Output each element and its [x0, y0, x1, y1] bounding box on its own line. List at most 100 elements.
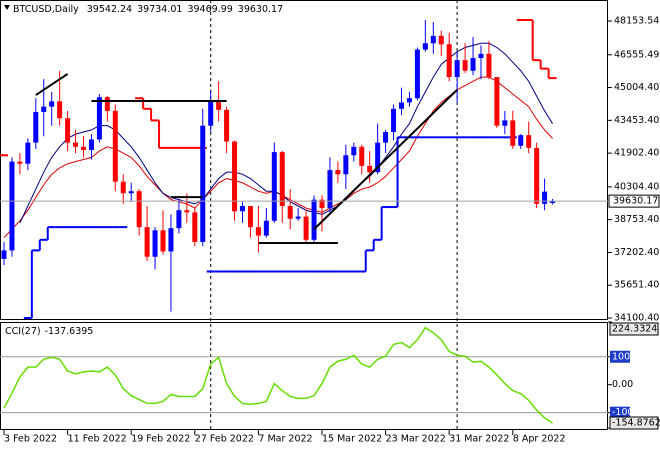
high: 39734.01 — [137, 4, 182, 15]
level-box — [610, 406, 630, 419]
candle-body — [176, 210, 182, 229]
candle-body — [33, 111, 39, 143]
candle-body — [454, 60, 460, 78]
candle-body — [216, 100, 222, 110]
cci-value: -137.6395 — [45, 326, 94, 337]
candle-body — [494, 77, 500, 126]
candle-body — [287, 205, 293, 219]
y-tick-label: 224.3324 — [612, 324, 657, 335]
cci-title: CCI(27) — [5, 326, 41, 337]
candle-body — [303, 216, 309, 240]
x-tick-label: 11 Feb 2022 — [68, 434, 127, 445]
candle-body — [208, 100, 214, 126]
candle-body — [542, 191, 548, 204]
symbol-icon — [4, 5, 10, 10]
x-tick-label: 27 Feb 2022 — [195, 434, 254, 445]
candle-body — [375, 142, 381, 173]
candle-body — [232, 141, 238, 212]
candle-body — [486, 53, 492, 78]
candle-body — [57, 101, 63, 119]
x-tick-label: 19 Feb 2022 — [131, 434, 190, 445]
close: 39630.17 — [238, 4, 283, 15]
x-tick-label: 15 Mar 2022 — [322, 434, 382, 445]
x-tick-label: 31 Mar 2022 — [449, 434, 509, 445]
candle-body — [81, 146, 86, 150]
candle-body — [327, 170, 333, 209]
y-tick-label: 40304.40 — [614, 181, 659, 192]
candle-body — [406, 98, 412, 103]
candle-body — [96, 97, 102, 140]
x-tick-label: 23 Mar 2022 — [386, 434, 446, 445]
candle-body — [17, 161, 23, 164]
candle-body — [343, 155, 349, 175]
candle-body — [526, 135, 532, 148]
y-tick-label: -100 — [612, 407, 634, 418]
candle-body — [430, 35, 436, 44]
edge-box — [609, 416, 659, 430]
edge-box — [609, 322, 659, 336]
cci-header: CCI(27) -137.6395 — [5, 326, 93, 337]
low: 39469.99 — [187, 4, 232, 15]
candle-body — [112, 110, 118, 182]
candle-body — [104, 97, 110, 111]
open: 39542.24 — [87, 4, 132, 15]
y-tick-label: 38753.40 — [614, 214, 659, 225]
candle-body — [136, 191, 142, 228]
candle-body — [311, 199, 317, 240]
candle-body — [144, 227, 150, 257]
candle-body — [399, 102, 404, 109]
candle-body — [391, 108, 397, 133]
candle-body — [446, 44, 452, 78]
candle-body — [422, 43, 428, 50]
y-tick-label: 43453.40 — [614, 115, 659, 126]
bid-label: 39630.17 — [613, 196, 658, 207]
candle-body — [1, 250, 7, 259]
y-tick-label: 35651.40 — [614, 280, 659, 291]
symbol: BTCUSD,Daily — [13, 4, 79, 15]
y-tick-label: 100 — [612, 351, 630, 362]
y-tick-label: 0.00 — [612, 379, 633, 390]
y-tick-label: 34100.40 — [614, 313, 659, 324]
level-box — [610, 350, 630, 363]
candle-body — [224, 109, 230, 142]
y-tick-label: 48153.54 — [614, 15, 659, 26]
x-tick-label: 8 Apr 2022 — [513, 434, 566, 445]
main-panel — [0, 0, 608, 320]
candle-body — [88, 139, 94, 150]
y-tick-label: 45004.40 — [614, 82, 659, 93]
candle-body — [152, 230, 158, 257]
candle-body — [351, 146, 357, 156]
candle-body — [128, 191, 134, 194]
marks — [0, 19, 608, 424]
candle-body — [41, 106, 47, 112]
cci-panel — [0, 322, 608, 430]
x-tick-label: 7 Mar 2022 — [258, 434, 312, 445]
candle-body — [263, 220, 269, 236]
candle-body — [550, 201, 556, 203]
candle-body — [184, 210, 190, 213]
candle-body — [462, 60, 468, 71]
candle-body — [65, 118, 71, 143]
header: BTCUSD,Daily 39542.24 39734.01 39469.99 3963… — [13, 4, 283, 15]
candle-body — [200, 125, 206, 242]
candle-body — [192, 212, 198, 242]
trendline — [35, 73, 69, 96]
candle-body — [335, 170, 341, 175]
y-tick-label: 37202.40 — [614, 247, 659, 258]
indicator-line — [19, 42, 553, 224]
candle-body — [470, 58, 476, 71]
candle-body — [383, 132, 389, 143]
candle-body — [240, 205, 245, 212]
candle-body — [120, 181, 126, 194]
candle-body — [518, 135, 524, 146]
candle-body — [510, 120, 516, 146]
candle-body — [49, 101, 55, 107]
trendline — [313, 89, 458, 230]
candle-body — [319, 199, 325, 209]
y-tick-label: 46555.49 — [614, 49, 659, 60]
candle-body — [255, 227, 261, 236]
candle-body — [247, 205, 253, 228]
